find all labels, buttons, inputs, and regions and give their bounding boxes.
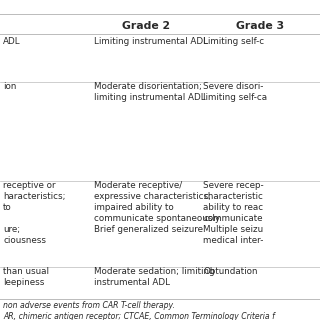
Text: receptive or
haracteristics;
to

ure;
ciousness: receptive or haracteristics; to ure; cio… <box>3 181 66 245</box>
Text: Moderate disorientation;
limiting instrumental ADL: Moderate disorientation; limiting instru… <box>94 82 206 102</box>
Text: Moderate receptive/
expressive characteristics;
impaired ability to
communicate : Moderate receptive/ expressive character… <box>94 181 220 234</box>
Text: Severe disori-
limiting self-ca: Severe disori- limiting self-ca <box>203 82 267 102</box>
Text: AR, chimeric antigen receptor; CTCAE, Common Terminology Criteria f: AR, chimeric antigen receptor; CTCAE, Co… <box>3 312 275 320</box>
Text: Severe recep-
characteristic
ability to reac
communicate
Multiple seizu
medical : Severe recep- characteristic ability to … <box>203 181 264 245</box>
Text: Grade 3: Grade 3 <box>236 21 284 31</box>
Text: than usual
leepiness: than usual leepiness <box>3 267 49 287</box>
Text: non adverse events from CAR T-cell therapy.: non adverse events from CAR T-cell thera… <box>3 301 175 310</box>
Text: Obtundation: Obtundation <box>203 267 258 276</box>
Text: Moderate sedation; limiting
instrumental ADL: Moderate sedation; limiting instrumental… <box>94 267 215 287</box>
Text: Limiting instrumental ADL: Limiting instrumental ADL <box>94 37 208 46</box>
Text: ion: ion <box>3 82 17 91</box>
Text: Limiting self-c: Limiting self-c <box>203 37 264 46</box>
Text: Grade 2: Grade 2 <box>122 21 170 31</box>
Text: ADL: ADL <box>3 37 21 46</box>
